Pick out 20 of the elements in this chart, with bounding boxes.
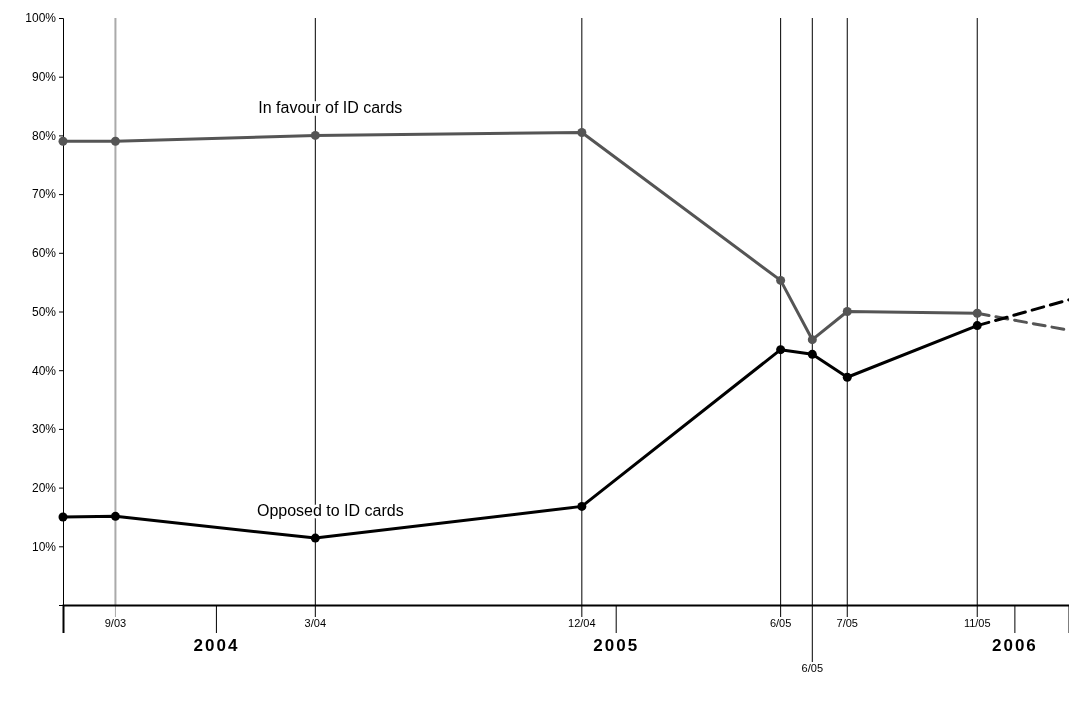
- ref-line-label: 6/05: [801, 662, 824, 674]
- ref-line-label: 7/05: [836, 617, 858, 629]
- ref-line-label: 12/04: [568, 617, 596, 629]
- y-tick-label: 10%: [31, 539, 57, 554]
- y-tick-label: 100%: [25, 11, 57, 26]
- y-tick-label: 70%: [31, 187, 57, 202]
- y-tick-label: 60%: [31, 246, 57, 261]
- x-tick-label: 2005: [593, 636, 640, 656]
- x-tick-label: 2006: [991, 636, 1038, 656]
- ref-line-label: 3/04: [304, 617, 327, 629]
- ref-line-label: 11/05: [963, 617, 991, 629]
- y-tick-label: 40%: [31, 363, 57, 378]
- ref-line-label: 6/05: [769, 617, 792, 629]
- y-tick-label: 50%: [31, 304, 57, 319]
- x-tick-label: 2004: [193, 636, 240, 656]
- y-tick-label: 30%: [31, 422, 57, 437]
- y-tick-label: 90%: [31, 70, 57, 85]
- y-tick-label: 80%: [31, 128, 57, 143]
- ref-line-label: 9/03: [104, 617, 127, 629]
- y-tick-label: 20%: [31, 480, 57, 495]
